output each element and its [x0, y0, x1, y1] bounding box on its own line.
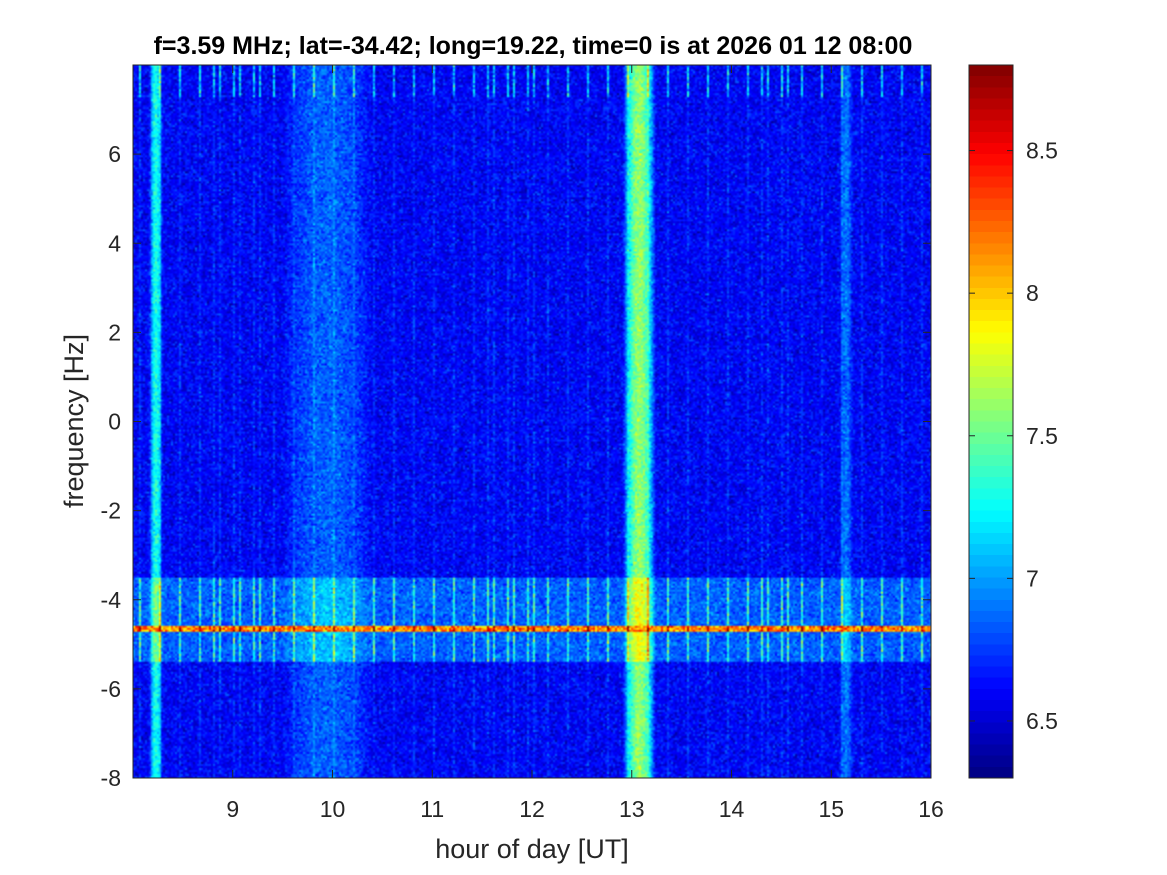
- colorbar-tick-label: 7: [1026, 565, 1039, 591]
- x-tick-label: 9: [226, 796, 239, 822]
- colorbar-tick-label: 8: [1026, 280, 1039, 306]
- y-tick-label: -8: [101, 765, 121, 791]
- y-tick-label: -6: [101, 676, 121, 702]
- y-tick-label: 0: [108, 409, 121, 435]
- colorbar-frame: [968, 64, 1014, 779]
- colorbar-tick-label: 8.5: [1026, 138, 1058, 164]
- x-axis-label: hour of day [UT]: [435, 834, 629, 864]
- y-tick-label: 4: [108, 230, 121, 256]
- colorbar: 8.5 8 7.5 7 6.5: [968, 64, 1058, 779]
- y-tick-label: -4: [101, 587, 122, 613]
- y-tick-label: 2: [108, 319, 121, 345]
- colorbar-gradient: [969, 65, 1013, 778]
- x-axis-ticks: 9 10 11 12 13 14 15 16: [226, 65, 944, 822]
- colorbar-tick-label: 6.5: [1026, 708, 1058, 734]
- x-tick-label: 10: [320, 796, 346, 822]
- colorbar-tick-label: 7.5: [1026, 423, 1058, 449]
- y-tick-label: -2: [101, 498, 121, 524]
- x-tick-label: 14: [719, 796, 745, 822]
- spectrogram-heatmap: [133, 65, 931, 778]
- chart-title: f=3.59 MHz; lat=-34.42; long=19.22, time…: [154, 32, 913, 60]
- y-axis-ticks: 6 4 2 0 -2 -4 -6 -8: [101, 141, 931, 791]
- x-tick-label: 12: [519, 796, 545, 822]
- x-tick-label: 13: [619, 796, 645, 822]
- colorbar-ticks: 8.5 8 7.5 7 6.5: [969, 138, 1058, 734]
- spectrogram-plot-area: [132, 64, 932, 779]
- y-axis-label: frequency [Hz]: [59, 334, 89, 508]
- y-tick-label: 6: [108, 141, 121, 167]
- x-tick-label: 11: [420, 796, 444, 822]
- x-tick-label: 15: [818, 796, 844, 822]
- x-tick-label: 16: [918, 796, 944, 822]
